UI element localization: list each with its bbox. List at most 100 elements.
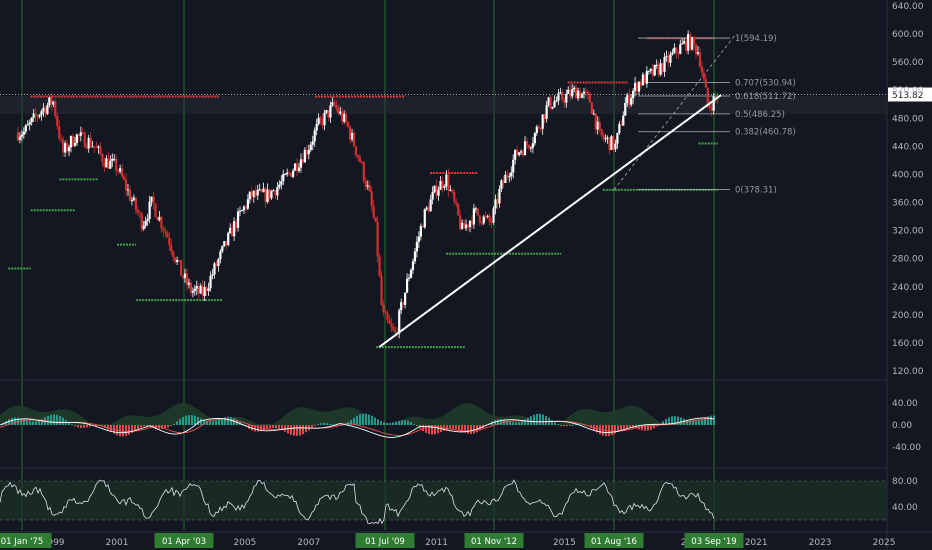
candle-body: [366, 185, 369, 187]
candle-body: [608, 137, 611, 150]
fib-label: 0.5(486.25): [735, 110, 785, 120]
candle-body: [506, 174, 509, 177]
candle-body: [635, 82, 639, 92]
candle-body: [24, 125, 27, 132]
candle-body: [168, 237, 171, 245]
candle-body: [67, 147, 71, 152]
candle-body: [685, 40, 688, 51]
fib-label: 0.382(460.78): [735, 128, 796, 138]
macd-bar: [653, 425, 655, 429]
candle-body: [16, 132, 20, 141]
candle-body: [488, 215, 491, 222]
macd-bar: [470, 425, 472, 434]
macd-bar: [368, 414, 370, 425]
rsi-tick-label: 80.00: [892, 477, 918, 487]
candle-body: [482, 216, 485, 224]
candle-body: [616, 132, 619, 144]
macd-bar: [644, 425, 646, 431]
macd-bar: [668, 417, 670, 425]
macd-bar: [191, 415, 193, 425]
time-tick-label: 2007: [297, 538, 320, 548]
macd-bar: [665, 419, 667, 425]
candle-body: [38, 114, 41, 117]
macd-bar: [650, 425, 652, 430]
candle-body: [219, 251, 222, 260]
candle-body: [87, 137, 90, 149]
candle-body: [148, 201, 151, 219]
macd-bar: [299, 425, 301, 436]
price-tick-label: 560.00: [892, 58, 924, 68]
trendline[interactable]: [378, 94, 722, 348]
candle-body: [93, 146, 96, 148]
candle-body: [423, 209, 426, 228]
macd-bar: [26, 420, 28, 425]
candle-body: [140, 213, 143, 230]
macd-bar: [194, 415, 196, 425]
fibonacci-retracement[interactable]: 1(594.19) 0.707(530.94) 0.618(511.72) 0.5(4…: [613, 33, 796, 196]
candle-body: [455, 201, 458, 204]
candle-body: [73, 143, 77, 146]
candle-body: [77, 134, 80, 136]
candle-body: [274, 190, 277, 196]
candle-body: [89, 137, 92, 147]
candle-body: [179, 260, 183, 276]
candle-body: [419, 225, 422, 237]
candle-body: [311, 141, 314, 145]
macd-bar: [458, 425, 460, 431]
candle-body: [209, 275, 212, 289]
candle-body: [120, 168, 124, 177]
candle-body: [42, 107, 45, 112]
candle-body: [518, 152, 521, 155]
candle-body: [710, 107, 713, 111]
macd-bar: [710, 415, 712, 425]
candle-body: [69, 136, 73, 148]
candle-body: [201, 285, 204, 297]
macd-bar: [158, 425, 160, 429]
candle-body: [307, 150, 310, 155]
macd-bar: [218, 419, 220, 425]
price-tick-label: 200.00: [892, 311, 924, 321]
candle-body: [211, 274, 214, 276]
candle-body: [195, 286, 198, 289]
candle-body: [225, 241, 228, 245]
macd-bar: [212, 421, 214, 425]
candle-body: [590, 102, 593, 114]
candle-body: [539, 128, 542, 130]
candle-body: [71, 136, 75, 146]
candle-body: [704, 78, 707, 88]
candle-body: [541, 114, 544, 129]
candle-body: [134, 197, 137, 210]
candle-body: [181, 275, 185, 278]
candle-body: [461, 222, 464, 229]
candle-body: [356, 154, 360, 157]
candle-body: [459, 215, 462, 229]
candle-body: [109, 160, 112, 169]
macd-bar: [566, 425, 568, 427]
candle-body: [647, 70, 650, 72]
macd-bar: [401, 420, 403, 425]
candle-body: [402, 302, 405, 305]
candle-body: [217, 259, 220, 266]
candle-body: [543, 114, 546, 119]
candle-body: [240, 210, 244, 212]
candle-body: [378, 256, 381, 276]
macd-bar: [305, 425, 307, 433]
price-tick-label: 600.00: [892, 30, 924, 40]
candle-body: [238, 210, 242, 212]
candle-body: [480, 222, 483, 224]
candle-body: [301, 159, 305, 163]
macd-bar: [563, 425, 565, 427]
candle-body: [335, 104, 338, 109]
candle-body: [97, 146, 100, 148]
candle-body: [386, 313, 389, 320]
macd-bar: [572, 424, 574, 426]
macd-bar: [272, 425, 274, 429]
candle-body: [260, 189, 263, 193]
candle-body: [521, 151, 525, 156]
macd-bar: [35, 421, 37, 425]
macd-bar: [83, 425, 85, 428]
macd-bar: [128, 425, 130, 435]
candle-body: [628, 94, 631, 105]
macd-bar: [221, 418, 223, 425]
